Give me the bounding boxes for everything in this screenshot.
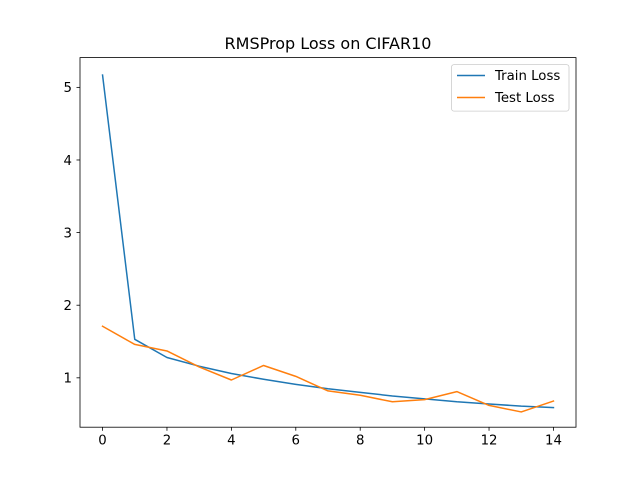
- y-tick-label-2: 2: [64, 299, 72, 314]
- y-tick-label-5: 5: [64, 81, 72, 96]
- y-tick-label-3: 3: [64, 226, 72, 241]
- legend: Train Loss Test Loss: [451, 64, 570, 112]
- plot-frame: [79, 57, 577, 428]
- x-tick-label-4: 4: [227, 434, 235, 449]
- plot-area: [80, 57, 576, 428]
- y-tick-label-4: 4: [64, 154, 72, 169]
- x-tick-label-8: 8: [356, 434, 364, 449]
- series-line-test-loss: [101, 325, 555, 413]
- series-layer: [101, 74, 555, 413]
- x-tick-label-14: 14: [545, 434, 562, 449]
- legend-label-train-loss: Train Loss: [494, 69, 560, 84]
- x-axis-ticks: 0 2 4 6 8 10 12 14: [98, 427, 562, 449]
- chart-title: RMSProp Loss on CIFAR10: [225, 34, 432, 53]
- y-axis-ticks: 1 2 3 4 5: [64, 81, 80, 387]
- y-tick-label-1: 1: [64, 372, 72, 387]
- x-tick-label-0: 0: [98, 434, 106, 449]
- series-line-train-loss: [101, 74, 555, 409]
- x-tick-label-12: 12: [481, 434, 498, 449]
- x-tick-label-6: 6: [292, 434, 300, 449]
- legend-label-test-loss: Test Loss: [494, 91, 555, 106]
- x-tick-label-2: 2: [163, 434, 171, 449]
- x-tick-label-10: 10: [416, 434, 433, 449]
